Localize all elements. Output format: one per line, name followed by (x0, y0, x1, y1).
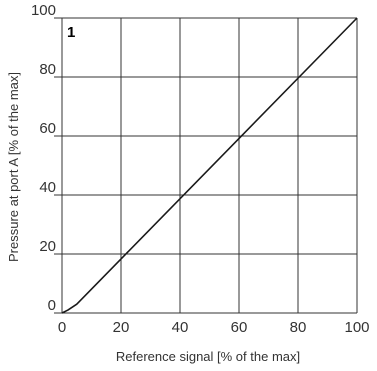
y-tick-label: 40 (39, 179, 56, 196)
y-tick-label: 80 (39, 61, 56, 78)
y-tick-label: 100 (31, 2, 56, 19)
x-axis-title: Reference signal [% of the max] (116, 349, 300, 364)
x-tick-label: 40 (172, 319, 189, 336)
x-tick-label: 100 (344, 319, 369, 336)
series-lines (61, 17, 358, 314)
grid (54, 17, 358, 314)
x-tick-label: 0 (58, 319, 66, 336)
x-tick-label: 60 (231, 319, 248, 336)
y-tick-labels: 0 20 40 60 80 100 (31, 2, 56, 314)
y-tick-label: 60 (39, 120, 56, 137)
y-axis-title: Pressure at port A [% of the max] (6, 72, 21, 262)
panel-label: 1 (67, 24, 75, 41)
x-tick-label: 20 (113, 319, 130, 336)
x-tick-labels: 0 20 40 60 80 100 (58, 319, 370, 336)
y-tick-label: 20 (39, 238, 56, 255)
x-tick-label: 80 (290, 319, 307, 336)
series-line (61, 17, 358, 314)
y-tick-label: 0 (48, 297, 56, 314)
